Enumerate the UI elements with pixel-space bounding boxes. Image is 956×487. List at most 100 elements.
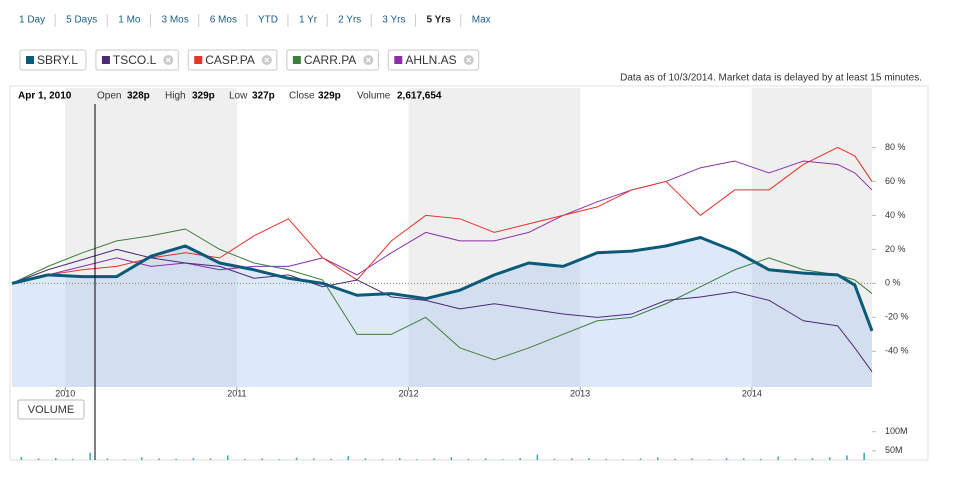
legend-swatch[interactable] — [292, 56, 301, 64]
volume-bar — [829, 457, 831, 460]
volume-bar — [622, 459, 625, 460]
legend-label[interactable]: SBRY.L — [37, 53, 78, 67]
y-tick-label: 20 % — [885, 244, 906, 254]
volume-button[interactable]: VOLUME — [17, 399, 85, 420]
volume-bar — [536, 454, 539, 460]
volume-bar — [399, 458, 401, 460]
range-button[interactable]: Max — [472, 15, 491, 26]
range-button[interactable]: 2 Yrs — [338, 15, 361, 26]
volume-bar — [364, 458, 367, 460]
legend-swatch[interactable] — [194, 56, 203, 64]
chip-frame[interactable] — [19, 49, 87, 71]
volume-bar — [347, 456, 349, 460]
quote-value: 327p — [252, 91, 275, 102]
volume-bar — [811, 458, 814, 460]
x-tick-label: 2010 — [55, 388, 75, 398]
legend-label[interactable]: TSCO.L — [113, 53, 157, 67]
volume-bar — [691, 458, 693, 460]
legend-chip[interactable]: SBRY.L — [19, 49, 87, 71]
legend-chip[interactable]: CARR.PA — [286, 49, 379, 71]
volume-bar — [158, 458, 160, 460]
legend-label[interactable]: AHLN.AS — [405, 53, 456, 67]
volume-bar — [55, 458, 57, 460]
remove-icon[interactable] — [165, 57, 171, 63]
volume-bar — [244, 458, 246, 460]
volume-bar — [485, 458, 487, 460]
quote-label: Low — [229, 91, 248, 102]
chip-frame[interactable] — [95, 49, 179, 71]
button-frame[interactable] — [17, 399, 85, 420]
volume-bar — [20, 456, 23, 460]
remove-icon[interactable] — [365, 57, 371, 63]
y-tick-label: -40 % — [885, 346, 909, 356]
series-line — [11, 248, 873, 373]
area — [12, 237, 872, 387]
quote-label: Open — [97, 91, 121, 102]
volume-bar — [743, 458, 745, 460]
volume-bar — [106, 458, 109, 460]
quote-value: 329p — [318, 91, 341, 102]
remove-icon[interactable] — [264, 57, 270, 63]
remove-icon[interactable] — [466, 57, 472, 63]
chip-frame[interactable] — [187, 49, 278, 71]
series-line — [11, 160, 873, 284]
volume-bar — [72, 458, 74, 460]
legend-swatch[interactable] — [394, 56, 403, 64]
year-band — [408, 88, 581, 387]
legend-label[interactable]: CASP.PA — [205, 53, 255, 67]
volume-bar — [37, 458, 40, 460]
volume-bar — [571, 458, 573, 460]
range-button[interactable]: 1 Yr — [299, 15, 318, 26]
chip-frame[interactable] — [286, 49, 379, 71]
chip-frame[interactable] — [387, 49, 480, 71]
y-tick-label: -20 % — [885, 312, 909, 322]
plot: 80 % 60 % 40 % 20 % 0 % -20 % -40 % 2010 2011 201… — [11, 88, 909, 398]
range-button[interactable]: 3 Mos — [161, 15, 188, 26]
range-button[interactable]: 6 Mos — [210, 15, 237, 26]
quote-label: Close — [289, 91, 315, 102]
volume-bar — [227, 455, 229, 460]
legend-chip[interactable]: TSCO.L — [95, 49, 179, 71]
year-band — [751, 88, 872, 387]
volume-bar — [295, 457, 298, 460]
quote-value: 328p — [127, 91, 150, 102]
quote-row: Apr 1, 2010 Open 328p High 329p Low 327p… — [18, 91, 442, 102]
quote-label: Volume — [357, 91, 391, 102]
legend-chip[interactable]: AHLN.AS — [387, 49, 480, 71]
volume-bar — [639, 458, 642, 460]
volume-bar — [553, 458, 556, 460]
volume-bar — [605, 458, 607, 460]
range-button[interactable]: 3 Yrs — [382, 15, 405, 26]
volume-bar — [313, 458, 315, 460]
volume-bar — [278, 459, 281, 460]
volume-bar — [433, 458, 435, 460]
series-line — [11, 236, 874, 332]
year-band — [65, 88, 237, 387]
volume-button-label[interactable]: VOLUME — [28, 404, 74, 416]
volume-bar — [725, 458, 728, 460]
volume-bar — [588, 458, 590, 460]
volume-panel: 100M 50M — [12, 426, 908, 461]
volume-bar — [450, 457, 453, 460]
legend: SBRY.L TSCO.L CASP.PA CARR.PA AHLN.AS — [19, 49, 480, 71]
x-tick-label: 2013 — [570, 388, 590, 398]
quote-value: 329p — [192, 91, 215, 102]
legend-swatch[interactable] — [26, 56, 34, 64]
volume-bar — [141, 457, 143, 460]
range-button[interactable]: 5 Days — [66, 15, 97, 26]
range-button[interactable]: YTD — [258, 15, 278, 26]
volume-bar — [863, 452, 865, 460]
legend-label[interactable]: CARR.PA — [304, 53, 356, 67]
range-button[interactable]: 1 Mo — [118, 15, 141, 26]
volume-bar — [416, 459, 418, 460]
legend-chip[interactable]: CASP.PA — [187, 49, 278, 71]
volume-bar — [89, 452, 91, 460]
range-button[interactable]: 1 Day — [19, 15, 45, 26]
range-button[interactable]: 5 Yrs — [426, 15, 451, 26]
volume-bar — [846, 455, 848, 460]
volume-bar — [209, 458, 212, 460]
legend-swatch[interactable] — [101, 56, 110, 64]
volume-bar — [777, 456, 779, 460]
volume-bar — [502, 459, 504, 460]
